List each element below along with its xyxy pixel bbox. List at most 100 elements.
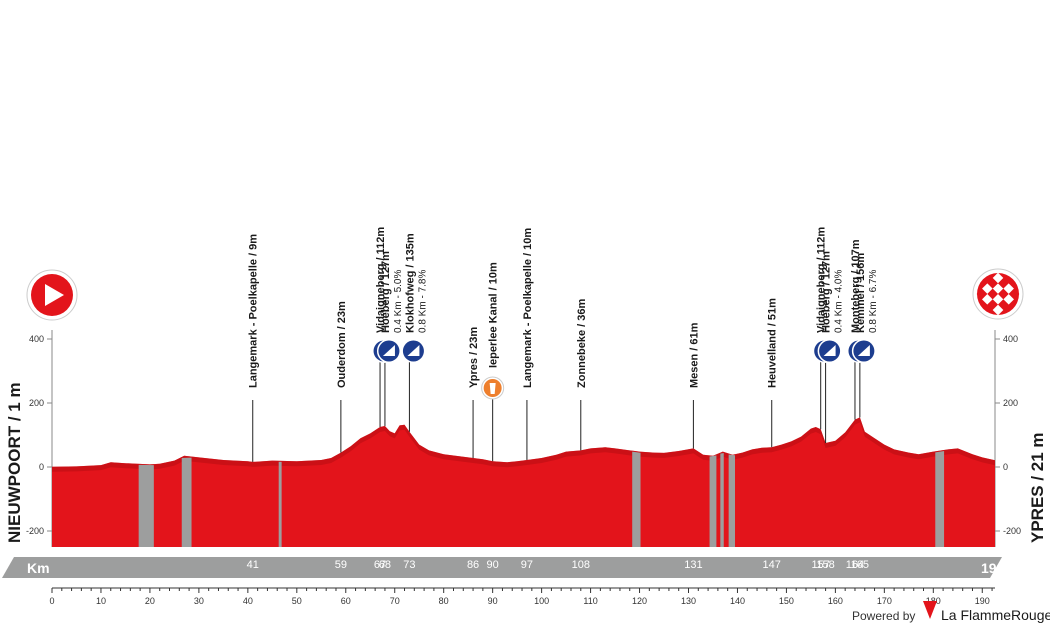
x-tick-label-60: 60 xyxy=(341,596,351,606)
x-tick-label-140: 140 xyxy=(730,596,745,606)
km-label-86: 86 xyxy=(467,559,479,571)
km-label-108: 108 xyxy=(572,559,590,571)
y-tick-label-right-0: 0 xyxy=(1003,462,1008,472)
climb-markers xyxy=(372,339,876,400)
cobble-sector-8 xyxy=(935,450,945,547)
km-label-90: 90 xyxy=(487,559,499,571)
km-label-164: 164 xyxy=(846,559,864,571)
x-tick-label-10: 10 xyxy=(96,596,106,606)
waypoint-detail-4: 0.4 Km - 5.0% xyxy=(393,270,404,333)
cobble-sector-7 xyxy=(728,454,736,547)
checker-square xyxy=(976,288,988,300)
waypoint-label-5: Klokhofweg / 135m xyxy=(404,233,416,333)
x-tick-label-120: 120 xyxy=(632,596,647,606)
elevation-profile xyxy=(52,417,995,547)
km-label-157: 157 xyxy=(812,559,830,571)
y-tick-label-right--200: -200 xyxy=(1003,526,1021,536)
waypoint-label-2: Ouderdom / 23m xyxy=(336,301,348,388)
x-tick-label-100: 100 xyxy=(534,596,549,606)
km-band-title: Km xyxy=(27,560,50,576)
km-label-73: 73 xyxy=(403,559,415,571)
waypoint-detail-5: 0.8 Km - 7.8% xyxy=(417,270,428,333)
y-tick-label-left--200: -200 xyxy=(26,526,44,536)
y-tick-label-right-200: 200 xyxy=(1003,398,1018,408)
y-axis-left: -200 0 200 400 xyxy=(26,330,53,547)
cobble-sector-4 xyxy=(632,451,641,547)
flamme-rouge-logo-icon xyxy=(923,601,937,619)
y-tick-label-left-0: 0 xyxy=(39,462,44,472)
cobble-sectors xyxy=(138,450,945,547)
x-tick-label-110: 110 xyxy=(583,596,597,606)
checker-square xyxy=(992,283,1004,294)
cobble-sector-6 xyxy=(720,452,724,547)
km-label-131: 131 xyxy=(684,559,702,571)
km-label-97: 97 xyxy=(521,559,533,571)
x-tick-label-190: 190 xyxy=(975,596,990,606)
play-icon xyxy=(45,284,64,306)
cobble-sector-2 xyxy=(181,457,192,547)
checker-square xyxy=(1008,288,1020,300)
km-label-165: 165 xyxy=(851,559,869,571)
waypoint-label-9: Zonnebeke / 36m xyxy=(576,299,588,388)
climb-marker-icon xyxy=(376,339,401,363)
checker-square xyxy=(992,272,1004,284)
y-axis-right: -200 0 200 400 xyxy=(994,330,1021,547)
waypoint-label-1: Langemark - Poelkapelle / 9m xyxy=(248,234,260,388)
x-tick-label-30: 30 xyxy=(194,596,204,606)
km-label-41: 41 xyxy=(247,559,259,571)
checkered-flag-icon xyxy=(976,272,1020,316)
waypoint-label-10: Mesen / 61m xyxy=(688,322,700,388)
climb-marker-icon xyxy=(817,339,842,363)
waypoint-detail-15: 0.8 Km - 6.7% xyxy=(868,270,879,333)
climb-marker-icon xyxy=(851,339,876,363)
x-tick-label-130: 130 xyxy=(681,596,696,606)
x-tick-label-160: 160 xyxy=(828,596,843,606)
y-tick-label-right-400: 400 xyxy=(1003,334,1018,344)
start-marker xyxy=(26,269,78,321)
waypoint-detail-13: 0.4 Km - 4.0% xyxy=(834,270,845,333)
waypoint-label-15: Kemmel / 156m xyxy=(855,253,867,333)
waypoint-label-13: Hoeberg / 127m xyxy=(821,251,833,333)
km-label-67: 67 xyxy=(374,559,386,571)
start-label: NIEUWPOORT / 1 m xyxy=(5,382,24,543)
km-label-68: 68 xyxy=(379,559,391,571)
km-label-147: 147 xyxy=(763,559,781,571)
cobble-sector-1 xyxy=(138,464,154,547)
x-tick-label-0: 0 xyxy=(49,596,54,606)
checker-square xyxy=(992,294,1004,305)
checker-grid xyxy=(976,272,1020,316)
waypoint-label-6: Ypres / 23m xyxy=(468,327,480,388)
finish-distance-label: 192,6 xyxy=(981,560,1016,576)
y-tick-label-left-200: 200 xyxy=(29,398,44,408)
waypoint-lines xyxy=(252,352,861,462)
x-tick-label-80: 80 xyxy=(439,596,449,606)
cobble-sector-5 xyxy=(709,455,717,547)
waypoint-label-4: Hoeberg / 127m xyxy=(380,251,392,333)
x-tick-label-150: 150 xyxy=(779,596,794,606)
cobble-sector-3 xyxy=(278,461,282,547)
x-tick-label-90: 90 xyxy=(488,596,498,606)
waypoint-label-12: Vidaigneberg / 112m xyxy=(816,227,828,333)
climb-marker-icon xyxy=(401,339,426,363)
finish-label: YPRES / 21 m xyxy=(1028,432,1047,543)
waypoint-label-8: Langemark - Poelkapelle / 10m xyxy=(522,228,534,388)
waypoint-label-14: Monteberg / 107m xyxy=(850,239,862,333)
finish-marker xyxy=(972,268,1024,320)
x-axis: 0 10 20 30 40 50 60 70 80 90 100 110 120 130 140 150 160… xyxy=(49,587,995,606)
x-tick-label-70: 70 xyxy=(390,596,400,606)
x-tick-label-50: 50 xyxy=(292,596,302,606)
checker-square xyxy=(992,304,1004,316)
km-label-158: 158 xyxy=(816,559,834,571)
credit-brand: La FlammeRouge xyxy=(941,607,1050,623)
credit-prefix: Powered by xyxy=(852,609,915,623)
x-tick-label-20: 20 xyxy=(145,596,155,606)
y-tick-label-left-400: 400 xyxy=(29,334,44,344)
feed-zone-icon xyxy=(481,376,505,400)
waypoint-labels: Langemark - Poelkapelle / 9m Ouderdom / 2… xyxy=(248,227,879,388)
waypoint-label-11: Heuvelland / 51m xyxy=(767,298,779,388)
waypoint-label-3: Vidaigneberg / 112m xyxy=(375,227,387,333)
km-band xyxy=(2,557,1002,578)
x-tick-label-40: 40 xyxy=(243,596,253,606)
